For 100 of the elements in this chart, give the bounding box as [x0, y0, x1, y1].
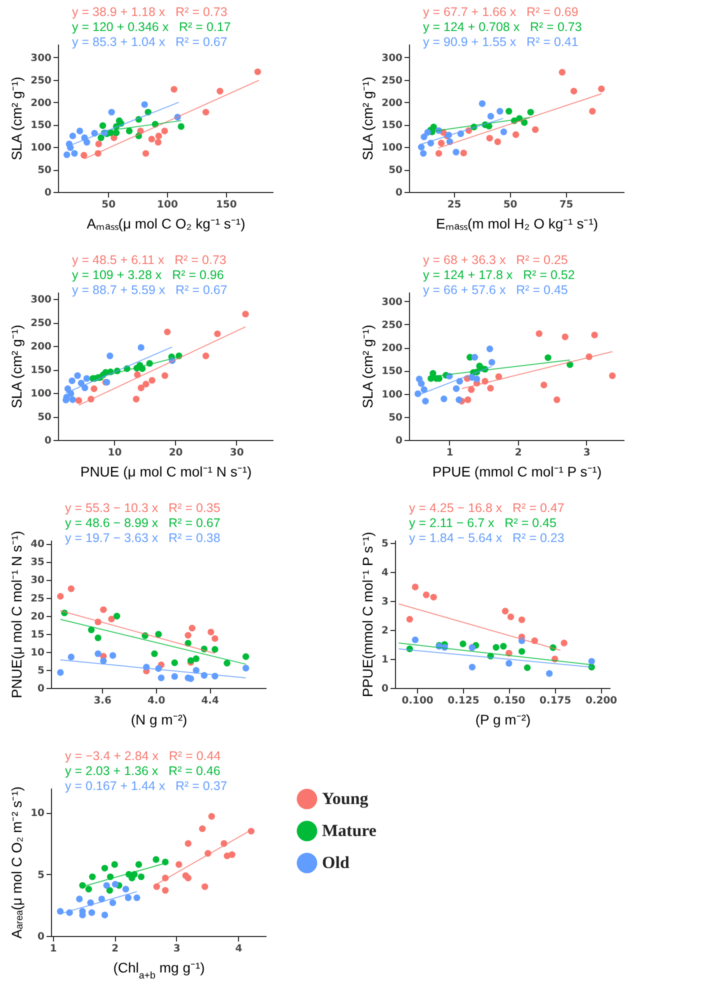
y-tick-label: 100 [382, 142, 403, 154]
y-tick-label: 50 [38, 412, 52, 424]
text: y = 124 + 17.8 x R² = 0.52 [423, 268, 575, 282]
y-tick-label: 250 [382, 320, 403, 331]
x-tick-label: 3 [583, 448, 590, 458]
y-tick-label: 100 [382, 389, 403, 400]
y-tick-label: 5 [382, 538, 389, 550]
y-tick-label: 3 [382, 596, 389, 608]
x-axis-title: PNUE (μ mol C mol⁻¹ N s⁻¹) [80, 464, 252, 480]
text: y = 48.5 + 6.11 x R² = 0.73 [72, 253, 226, 267]
x-tick-label: 4 [235, 944, 242, 954]
x-tick-label: 1 [446, 448, 454, 458]
x-axis-title: Eₘₐₛₛ(m mol H₂ O kg⁻¹ s⁻¹) [436, 216, 598, 232]
y-tick-label: 35 [30, 557, 45, 568]
y-tick-label: 10 [30, 647, 45, 658]
x-tick-label: 0.200 [585, 696, 618, 706]
text: y = 55.3 − 10.3 x R² = 0.35 [65, 501, 220, 515]
y-axis-title: SLA (cm² g⁻¹) [8, 324, 25, 408]
y-tick-label: 0 [396, 188, 403, 198]
x-tick-label: 75 [559, 200, 574, 210]
y-tick-label: 0 [38, 932, 45, 942]
y-axis-title: SLA (cm² g⁻¹) [360, 324, 376, 408]
y-axis-title: SLA (cm² g⁻¹) [8, 76, 25, 160]
y-tick-label: 300 [30, 294, 52, 306]
y-tick-label: 250 [30, 75, 52, 86]
x-axis-title: Aₘₐₛₛ(μ mol C O₂ kg⁻¹ s⁻¹) [86, 216, 246, 232]
x-tick-label: 20 [168, 448, 183, 458]
annotation: y = 0.167 + 1.44 x R² = 0.37 [65, 779, 228, 793]
y-tick-label: 200 [382, 343, 403, 354]
x-tick-label: 25 [447, 200, 462, 210]
text: y = 67.7 + 1.66 x R² = 0.69 [423, 5, 578, 19]
y-axis-title: Aₐᵣₑₐ(μ mol C O₂ m⁻² s⁻¹) [8, 786, 25, 939]
text: y = 68 + 36.3 x R² = 0.25 [423, 253, 568, 267]
annotation: y = 1.84 − 5.64 x R² = 0.23 [409, 531, 564, 545]
text: y = 2.11 − 6.7 x R² = 0.45 [409, 516, 556, 530]
y-tick-label: 50 [38, 165, 52, 176]
y-axis-title: SLA (cm² g⁻¹) [360, 76, 376, 160]
text: y = 38.9 + 1.18 x R² = 0.73 [72, 5, 228, 19]
text: y = 2.03 + 1.36 x R² = 0.46 [65, 764, 220, 778]
y-tick-label: 0 [44, 436, 52, 446]
x-tick-label: 3 [173, 944, 180, 954]
text: y = −3.4 + 2.84 x R² = 0.44 [65, 749, 221, 763]
x-tick-label: 4.4 [201, 696, 219, 706]
y-tick-label: 150 [382, 120, 403, 132]
y-tick-label: 10 [30, 808, 45, 820]
x-tick-label: 0.100 [402, 696, 434, 706]
x-tick-label: 30 [230, 448, 244, 458]
x-tick-label: 0.150 [494, 696, 526, 706]
annotation: y = 90.9 + 1.55 x R² = 0.41 [423, 35, 578, 49]
annotation: y = 88.7 + 5.59 x R² = 0.67 [72, 283, 228, 297]
annotation: y = 85.3 + 1.04 x R² = 0.67 [72, 35, 228, 49]
y-tick-label: 200 [30, 98, 52, 109]
y-axis-title: PNUE(μ mol C mol⁻¹ N s⁻¹) [8, 530, 25, 698]
y-tick-label: 5 [38, 870, 45, 881]
y-tick-label: 0 [38, 684, 45, 694]
y-tick-label: 300 [30, 52, 52, 64]
legend-label: Mature [322, 821, 377, 840]
y-tick-label: 1 [382, 654, 389, 666]
y-tick-label: 200 [30, 342, 52, 353]
y-tick-label: 40 [30, 539, 45, 550]
y-tick-label: 30 [30, 575, 45, 586]
y-axis-title: PPUE(mmol C mol⁻¹ P s⁻¹) [360, 532, 376, 698]
x-tick-label: 2 [112, 944, 119, 954]
annotation: y = 66 + 57.6 x R² = 0.45 [423, 283, 568, 297]
x-tick-label: 2 [514, 448, 522, 458]
y-tick-label: 100 [30, 142, 52, 154]
y-tick-label: 150 [382, 366, 403, 378]
y-tick-label: 50 [388, 165, 403, 176]
y-tick-label: 5 [38, 665, 45, 676]
x-axis-title: (N g m⁻²) [130, 712, 188, 728]
y-tick-label: 2 [382, 625, 389, 636]
x-axis-title: PPUE (mmol C mol⁻¹ P s⁻¹) [432, 464, 602, 480]
y-tick-label: 250 [382, 75, 403, 86]
x-tick-label: 0.175 [540, 696, 572, 706]
legend-label: Old [322, 853, 350, 872]
y-tick-label: 150 [30, 120, 52, 132]
y-tick-label: 300 [382, 52, 403, 64]
x-axis-title: (Chl$_{a+b}$ mg g⁻¹) [113, 960, 205, 981]
text: y = 120 + 0.346 x R² = 0.17 [72, 20, 231, 34]
text: y = 4.25 − 16.8 x R² = 0.47 [409, 501, 564, 515]
y-tick-label: 0 [382, 684, 389, 694]
x-tick-label: 10 [108, 448, 122, 458]
y-tick-label: 4 [382, 567, 389, 578]
y-tick-label: 0 [44, 188, 52, 198]
x-tick-label: 100 [157, 200, 178, 210]
y-tick-label: 25 [30, 593, 45, 604]
y-tick-label: 50 [388, 412, 403, 424]
y-tick-label: 15 [30, 629, 45, 640]
y-tick-label: 100 [30, 388, 52, 400]
x-tick-label: 3.6 [94, 696, 112, 706]
text: y = 109 + 3.28 x R² = 0.96 [72, 268, 224, 282]
legend-label: Young [322, 789, 369, 808]
y-tick-label: 150 [30, 365, 52, 376]
x-tick-label: 50 [503, 200, 518, 210]
y-tick-label: 300 [382, 296, 403, 308]
y-tick-label: 20 [30, 611, 45, 622]
x-axis-title: (P g m⁻²) [475, 712, 531, 728]
x-tick-label: 4.0 [147, 696, 166, 706]
text: y = 124 + 0.708 x R² = 0.73 [423, 20, 582, 34]
y-tick-label: 250 [30, 318, 52, 330]
